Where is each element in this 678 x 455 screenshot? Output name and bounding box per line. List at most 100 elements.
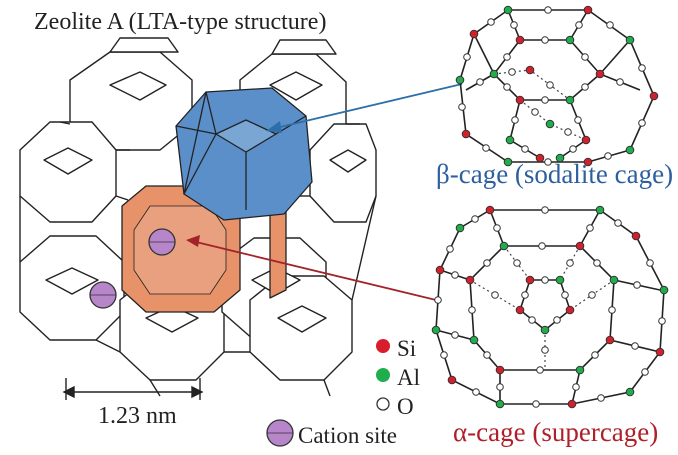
- legend-si-label: Si: [397, 336, 417, 361]
- atom-marker: [658, 317, 666, 325]
- atom-marker: [447, 375, 457, 385]
- atom-marker: [581, 53, 589, 61]
- atom-marker: [583, 5, 593, 15]
- atom-marker: [496, 383, 504, 391]
- atom-marker: [631, 231, 641, 241]
- atom-marker: [616, 78, 624, 86]
- atom-marker: [638, 64, 646, 72]
- atom-marker: [541, 206, 549, 214]
- atom-marker: [485, 205, 495, 215]
- atom-marker: [535, 153, 545, 163]
- atom-marker: [565, 95, 575, 105]
- atom-marker: [461, 129, 471, 139]
- atom-marker: [575, 365, 585, 375]
- atom-marker: [641, 368, 649, 376]
- atom-marker: [564, 128, 572, 136]
- atom-marker: [625, 387, 635, 397]
- atom-marker: [555, 275, 565, 285]
- atom-marker: [541, 36, 549, 44]
- atom-marker: [451, 271, 459, 279]
- atom-marker: [541, 96, 549, 104]
- legend-al-marker: [376, 368, 390, 382]
- atom-marker: [503, 157, 513, 167]
- cation-spheres: [89, 228, 176, 309]
- atom-marker: [483, 351, 491, 359]
- atom-marker: [591, 351, 599, 359]
- atom-marker: [487, 18, 495, 26]
- atom-marker: [541, 346, 549, 354]
- atom-marker: [575, 21, 583, 29]
- atom-marker: [545, 119, 555, 129]
- atom-marker: [465, 275, 475, 285]
- atom-marker: [525, 275, 535, 285]
- atom-marker: [521, 145, 529, 153]
- atom-marker: [511, 116, 519, 124]
- atom-marker: [505, 135, 515, 145]
- atom-marker: [574, 116, 582, 124]
- atom-marker: [561, 291, 569, 299]
- atom-marker: [532, 400, 540, 408]
- atom-marker: [531, 108, 539, 116]
- atom-marker: [593, 259, 601, 267]
- atom-marker: [493, 224, 501, 232]
- atom-marker: [458, 103, 466, 111]
- atom-marker: [536, 366, 544, 374]
- atom-marker: [451, 331, 459, 339]
- legend-al-label: Al: [397, 365, 420, 390]
- atom-marker: [515, 95, 525, 105]
- atom-marker: [583, 157, 593, 167]
- atom-marker: [625, 145, 635, 155]
- atom-marker: [513, 259, 521, 267]
- atom-marker: [595, 205, 605, 215]
- atom-marker: [455, 223, 465, 233]
- atom-marker: [510, 21, 518, 29]
- atom-marker: [431, 325, 441, 335]
- atom-marker: [625, 35, 635, 45]
- atom-marker: [525, 65, 535, 75]
- alpha-cage-model: [431, 205, 669, 409]
- atom-marker: [528, 316, 536, 324]
- atom-marker: [471, 215, 479, 223]
- atom-marker: [455, 75, 465, 85]
- beta-pointer-arrow: [266, 83, 463, 133]
- atom-marker: [565, 305, 575, 315]
- atom-marker: [567, 399, 577, 409]
- atom-marker: [434, 296, 442, 304]
- dimension-arrow: [62, 378, 204, 400]
- atom-marker: [566, 259, 574, 267]
- atom-marker: [544, 6, 552, 14]
- dimension-label: 1.23 nm: [98, 403, 177, 429]
- atom-marker: [503, 83, 511, 91]
- atom-marker: [604, 152, 612, 160]
- atom-marker: [646, 259, 654, 267]
- atom-marker: [595, 69, 605, 79]
- atom-marker: [515, 305, 525, 315]
- atom-marker: [597, 394, 605, 402]
- alpha-cage-label: α-cage (supercage): [453, 417, 659, 447]
- atom-marker: [482, 144, 490, 152]
- atom-marker: [546, 81, 554, 89]
- atom-marker: [508, 68, 516, 76]
- atom-marker: [541, 276, 549, 284]
- atom-marker: [468, 306, 476, 314]
- beta-cage-highlight: [175, 87, 313, 221]
- atom-marker: [440, 351, 448, 359]
- atom-marker: [572, 383, 580, 391]
- atom-marker: [553, 316, 561, 324]
- atom-marker: [503, 53, 511, 61]
- atom-marker: [659, 285, 669, 295]
- atom-marker: [489, 69, 499, 79]
- atom-marker: [469, 29, 479, 39]
- alpha-cage-highlight: [121, 185, 287, 313]
- atom-marker: [476, 78, 484, 86]
- beta-cage-label: β-cage (sodalite cage): [436, 159, 674, 189]
- atom-marker: [435, 265, 445, 275]
- beta-cage-model: [455, 5, 659, 167]
- atom-marker: [538, 242, 546, 250]
- legend-cation-label: Cation site: [298, 423, 398, 448]
- atom-marker: [638, 119, 646, 127]
- atom-marker: [491, 291, 499, 299]
- atom-marker: [633, 281, 641, 289]
- atom-marker: [588, 291, 596, 299]
